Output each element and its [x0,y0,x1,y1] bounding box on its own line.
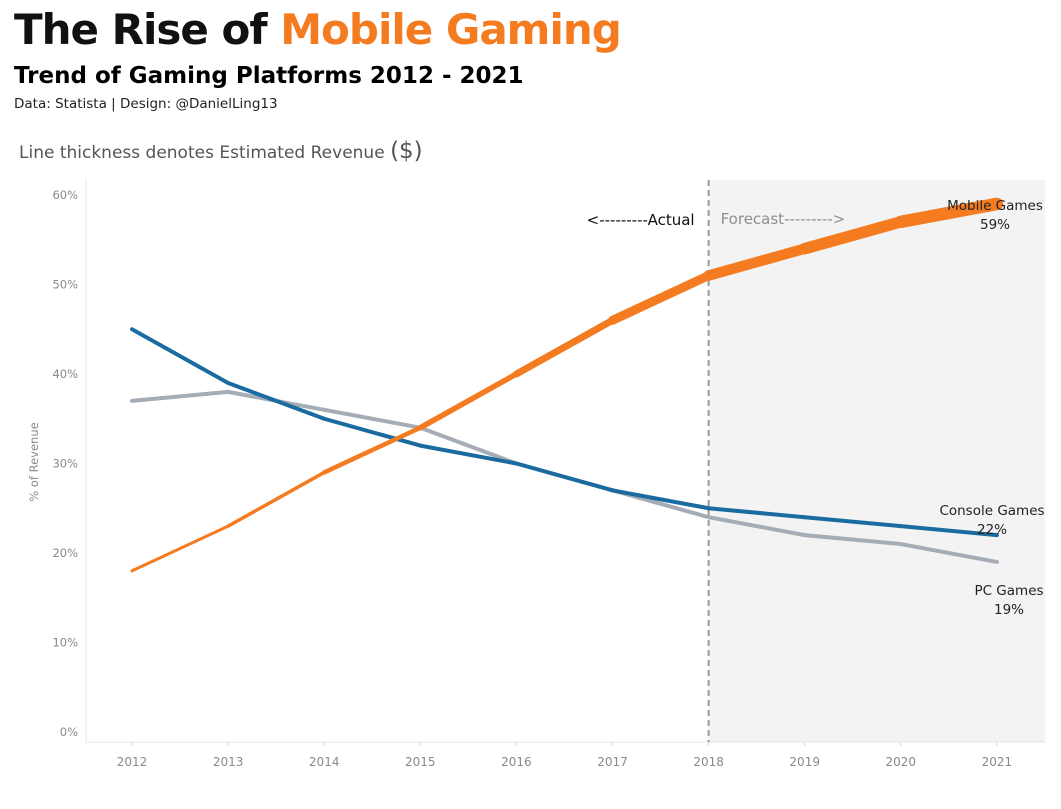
y-tick-label: 50% [52,278,78,292]
credit-data-label: Data: [14,96,56,112]
mobile-games-segment [512,316,616,378]
mobile-games-segment [226,470,326,528]
mobile-games-name-label: Mobile Games [947,198,1043,214]
y-tick-label: 0% [60,725,78,739]
x-tick-label: 2020 [886,755,917,769]
y-tick-label: 10% [52,636,78,650]
pc-games-value-label: 19% [994,602,1024,618]
x-tick-label: 2018 [693,755,724,769]
pc-games-segment [706,515,807,538]
revenue-symbol: ($) [390,138,423,164]
header: The Rise of Mobile Gaming Trend of Gamin… [14,4,622,114]
credits: Data: Statista | Design: @DanielLing13 [14,94,621,114]
console-games-series [130,327,999,538]
x-tick-label: 2017 [597,755,628,769]
page-subtitle: Trend of Gaming Platforms 2012 - 2021 [14,63,524,89]
console-games-value-label: 22% [977,522,1007,538]
mobile-games-segment [703,243,810,281]
x-tick-label: 2013 [213,755,244,769]
thickness-note-text: Line thickness denotes Estimated Revenue [19,143,391,163]
console-games-name-label: Console Games [939,503,1044,519]
credit-separator: | Design: [106,96,176,112]
pc-games-segment [322,407,423,430]
console-games-segment [418,443,519,466]
x-tick-label: 2012 [117,755,148,769]
console-games-segment [322,416,423,448]
x-tick-label: 2019 [789,755,820,769]
console-games-segment [802,515,903,529]
mobile-games-value-label: 59% [980,217,1010,233]
mobile-games-segment [417,371,520,431]
y-axis-label: % of Revenue [27,422,41,501]
x-tick-label: 2021 [982,755,1013,769]
mobile-games-segment [798,216,907,255]
console-games-segment [130,327,231,385]
actual-label: <---------Actual [587,211,695,229]
x-tick-label: 2014 [309,755,340,769]
console-games-segment [514,461,615,493]
console-games-segment [610,488,711,511]
credit-source: Statista [55,96,107,112]
pc-games-segment [418,425,519,466]
forecast-region [708,180,1045,742]
mobile-games-series [130,197,1004,573]
mobile-games-segment [321,425,423,475]
mobile-games-segment [130,524,230,573]
console-games-segment [898,524,999,538]
y-tick-label: 30% [52,457,78,471]
y-tick-label: 20% [52,546,78,560]
mobile-games-segment [894,197,1004,229]
console-games-segment [226,380,327,421]
y-tick-label: 40% [52,367,78,381]
title-part-2: Mobile Gaming [280,5,622,54]
x-tick-label: 2015 [405,755,436,769]
credit-author: @DanielLing13 [175,96,278,112]
thickness-note: Line thickness denotes Estimated Revenue… [19,138,423,164]
mobile-games-segment [608,271,714,325]
pc-games-segment [802,533,903,547]
page-title: The Rise of Mobile Gaming [14,4,622,56]
y-tick-label: 60% [52,188,78,202]
pc-games-segment [898,542,999,564]
x-tick-label: 2016 [501,755,532,769]
pc-games-name-label: PC Games [974,583,1043,599]
pc-games-segment [130,389,231,403]
console-games-segment [706,506,807,520]
title-part-1: The Rise of [14,5,281,54]
forecast-label: Forecast---------> [721,210,846,228]
